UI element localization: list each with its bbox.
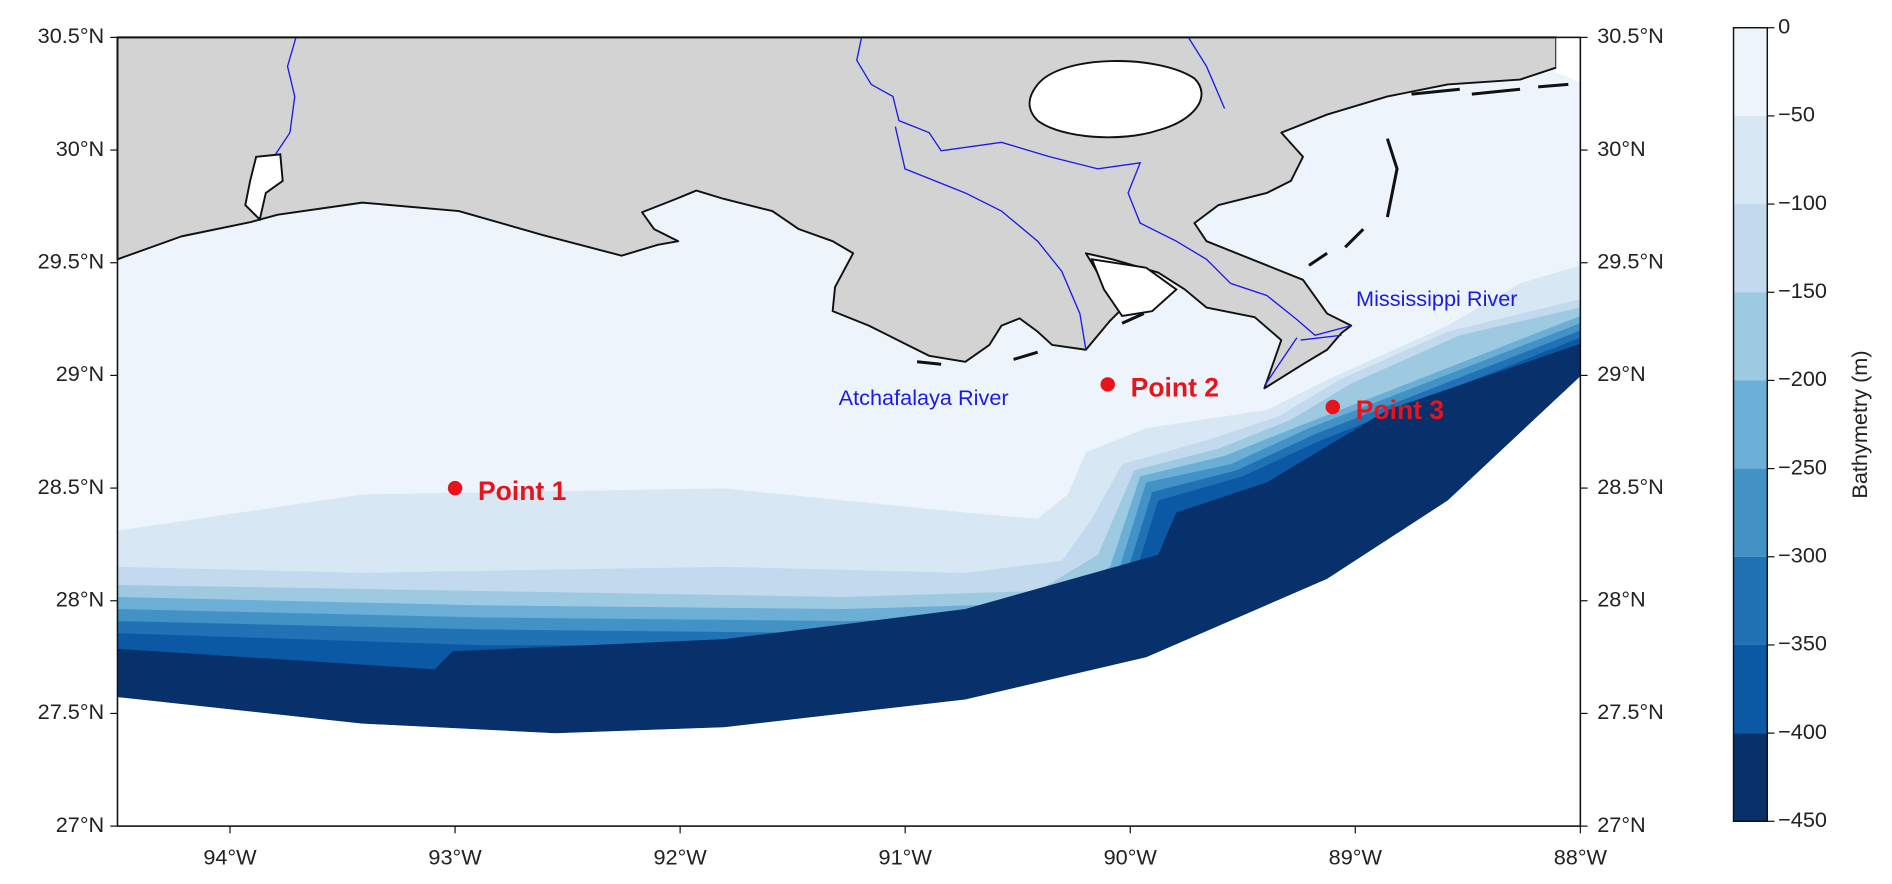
y-tick-label: 30°N	[56, 136, 104, 161]
river-label: Atchafalaya River	[839, 385, 1009, 410]
colorbar-label: Bathymetry (m)	[1847, 350, 1872, 498]
colorbar-tick-label: −400	[1778, 719, 1827, 744]
point-label: Point 3	[1356, 395, 1444, 425]
colorbar-level	[1733, 468, 1768, 557]
point-marker	[1325, 399, 1341, 415]
colorbar-tick-label: −150	[1778, 278, 1827, 303]
river-label: Mississippi River	[1356, 286, 1517, 311]
x-tick-label: 92°W	[653, 844, 707, 869]
barrier-island	[916, 82, 1569, 366]
colorbar: 0 −50 −100 −150 −200 −250 −300 −350 −400 −450	[1732, 13, 1827, 832]
colorbar-tick-label: −300	[1778, 543, 1827, 568]
bay	[1090, 258, 1178, 318]
colorbar-tick-label: −200	[1778, 366, 1827, 391]
point-label: Point 1	[478, 476, 567, 506]
white-corner	[1556, 37, 1581, 83]
colorbar-tick-label: −350	[1778, 631, 1827, 656]
lake	[1028, 60, 1203, 139]
x-tick-label: 93°W	[428, 844, 482, 869]
y-tick-label-right: 27.5°N	[1597, 699, 1664, 724]
colorbar-tick-label: −100	[1778, 190, 1827, 215]
land-layer	[116, 36, 1581, 390]
y-tick-label-right: 30.5°N	[1597, 23, 1664, 48]
colorbar-level	[1733, 556, 1768, 645]
y-tick-label: 28°N	[56, 586, 104, 611]
y-tick-label: 28.5°N	[38, 474, 105, 499]
x-tick-label: 89°W	[1329, 844, 1383, 869]
x-tick-label: 91°W	[879, 844, 933, 869]
colorbar-tick-label: −250	[1778, 454, 1827, 479]
point-marker	[447, 480, 463, 496]
ocean-band	[117, 330, 1581, 734]
colorbar-level	[1733, 115, 1768, 205]
colorbar-tick-label: −50	[1778, 102, 1815, 127]
y-tick-label: 29.5°N	[38, 248, 105, 273]
outside-domain	[117, 376, 1581, 827]
colorbar-level	[1733, 733, 1768, 822]
x-tick-label: 88°W	[1554, 844, 1608, 869]
colorbar-level	[1733, 27, 1768, 116]
axes: 94°W 93°W 92°W 91°W 90°W 89°W 88°W 27°N 27°N 27.5…	[38, 23, 1664, 869]
y-tick-label-right: 29.5°N	[1597, 248, 1664, 273]
y-tick-label: 29°N	[56, 361, 104, 386]
y-tick-label-right: 30°N	[1597, 136, 1645, 161]
x-tick-label: 94°W	[203, 844, 257, 869]
colorbar-level	[1733, 644, 1768, 734]
ocean-band	[117, 343, 1581, 734]
inlet	[244, 153, 284, 222]
point-label: Point 2	[1131, 372, 1219, 402]
y-tick-label: 30.5°N	[38, 23, 105, 48]
y-tick-label-right: 29°N	[1597, 361, 1645, 386]
colorbar-level	[1733, 380, 1768, 469]
colorbar-tick-label: 0	[1778, 13, 1790, 38]
colorbar-tick-label: −450	[1778, 807, 1827, 832]
point-marker	[1100, 377, 1115, 392]
land	[116, 36, 1558, 390]
colorbar-level	[1733, 292, 1768, 381]
y-tick-label: 27°N	[56, 812, 104, 837]
y-tick-label-right: 28.5°N	[1597, 474, 1664, 499]
y-tick-label-right: 28°N	[1597, 586, 1645, 611]
colorbar-frame	[1732, 27, 1769, 823]
y-tick-label: 27.5°N	[38, 699, 105, 724]
y-tick-label-right: 27°N	[1597, 812, 1645, 837]
colorbar-level	[1733, 204, 1768, 293]
x-tick-label: 90°W	[1104, 844, 1158, 869]
river-line	[274, 37, 1352, 387]
axes-frame	[116, 36, 1582, 827]
